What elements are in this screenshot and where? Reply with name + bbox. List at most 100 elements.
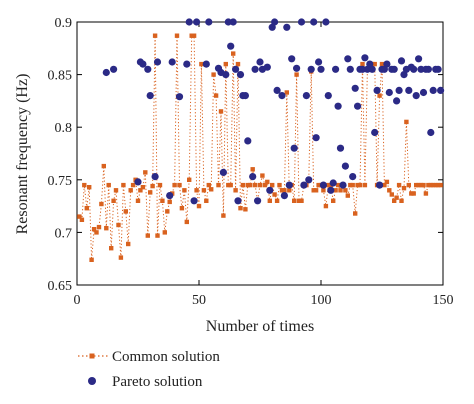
common-solution-point — [79, 217, 85, 222]
common-solution-point — [194, 188, 199, 193]
common-solution-point — [243, 207, 248, 212]
pareto-solution-point — [146, 92, 154, 100]
common-solution-point — [299, 198, 304, 203]
legend-pareto-marker — [88, 377, 96, 385]
pareto-solution-point — [383, 60, 391, 68]
common-solution-point — [294, 72, 299, 77]
common-solution-point — [184, 219, 189, 225]
pareto-solution-point — [202, 60, 210, 68]
common-solution-point — [109, 246, 114, 251]
common-solution-point — [357, 182, 363, 188]
pareto-solution-point — [256, 58, 264, 66]
common-solution-point — [270, 182, 275, 188]
common-solution-point — [228, 182, 233, 188]
pareto-solution-point — [271, 18, 279, 26]
pareto-solution-point — [185, 18, 193, 26]
common-solution-point — [126, 241, 131, 247]
common-solution-point — [87, 185, 92, 190]
pareto-solution-point — [424, 65, 432, 73]
pareto-solution-point — [134, 178, 142, 186]
pareto-solution-point — [410, 65, 418, 73]
pareto-solution-point — [346, 65, 354, 73]
common-solution-point — [204, 198, 209, 203]
pareto-solution-point — [361, 54, 369, 62]
pareto-solution-point — [139, 60, 147, 68]
common-solution-point — [152, 33, 158, 38]
common-solution-point — [248, 182, 253, 188]
common-solution-point — [331, 198, 336, 203]
pareto-solution-point — [310, 18, 318, 26]
common-solution-point — [128, 188, 133, 193]
common-solution-point — [111, 198, 116, 203]
pareto-solution-point — [415, 55, 423, 63]
pareto-solution-point — [241, 92, 249, 100]
pareto-solution-point — [254, 197, 262, 205]
pareto-solution-point — [419, 88, 428, 97]
common-solution-point — [348, 182, 353, 188]
common-solution-point — [284, 90, 289, 95]
common-solution-point — [428, 182, 433, 188]
common-solution-point — [392, 198, 397, 203]
common-solution-point — [160, 198, 165, 203]
y-tick-label: 0.8 — [55, 121, 73, 136]
pareto-solution-point — [390, 65, 398, 73]
common-solution-point — [191, 33, 197, 38]
pareto-solution-point — [227, 42, 235, 50]
common-solution-point — [345, 193, 350, 198]
common-solution-point — [174, 33, 180, 38]
pareto-solution-point — [319, 181, 327, 189]
common-solution-point — [433, 182, 438, 188]
common-solution-point — [140, 185, 146, 190]
pareto-solution-point — [236, 71, 245, 79]
common-solution-point — [106, 182, 111, 188]
common-solution-point — [201, 188, 207, 193]
x-tick-label: 0 — [74, 293, 81, 308]
pareto-solution-point — [434, 65, 442, 73]
common-solution-point — [94, 230, 99, 235]
common-solution-point — [343, 188, 348, 193]
pareto-solution-point — [336, 144, 345, 152]
common-solution-point — [172, 182, 177, 188]
pareto-solution-point — [376, 181, 384, 189]
common-solution-point — [252, 182, 258, 188]
pareto-solution-point — [300, 181, 308, 189]
plot-frame — [76, 21, 444, 286]
common-solution-point — [257, 182, 263, 188]
common-solution-point — [82, 182, 87, 188]
pareto-solution-point — [190, 197, 198, 205]
common-solution-point — [250, 167, 255, 172]
common-solution-point — [165, 209, 170, 214]
pareto-solution-point — [175, 93, 184, 101]
pareto-solution-point — [219, 168, 227, 176]
common-solution-point — [116, 222, 121, 228]
common-solution-point — [206, 182, 211, 188]
common-solution-point — [123, 209, 128, 214]
x-tick-label: 100 — [311, 293, 332, 308]
common-solution-point — [387, 188, 392, 193]
pareto-solution-point — [266, 186, 274, 194]
x-tick-label: 50 — [192, 293, 206, 308]
common-solution-point — [150, 183, 155, 189]
pareto-solution-point — [385, 88, 393, 97]
common-solution-point — [245, 182, 250, 188]
pareto-solution-point — [273, 86, 281, 94]
common-solution-point — [99, 201, 104, 207]
common-solution-point — [240, 182, 246, 188]
pareto-solution-point — [371, 128, 379, 137]
common-solution-point — [353, 211, 358, 216]
common-solution-point — [187, 177, 192, 182]
pareto-solution-point — [168, 58, 176, 66]
common-solution-point — [135, 198, 141, 203]
pareto-solution-point — [263, 63, 271, 71]
common-solution-point — [379, 61, 385, 67]
pareto-solution-point — [288, 55, 296, 63]
common-solution-point — [265, 179, 270, 185]
common-solution-point — [426, 182, 431, 188]
y-tick-label: 0.75 — [48, 174, 73, 189]
pareto-solution-point — [429, 86, 437, 94]
pareto-solution-point — [102, 68, 110, 77]
common-solution-point — [209, 187, 214, 192]
common-solution-point — [96, 224, 102, 230]
pareto-solution-point — [244, 137, 252, 145]
